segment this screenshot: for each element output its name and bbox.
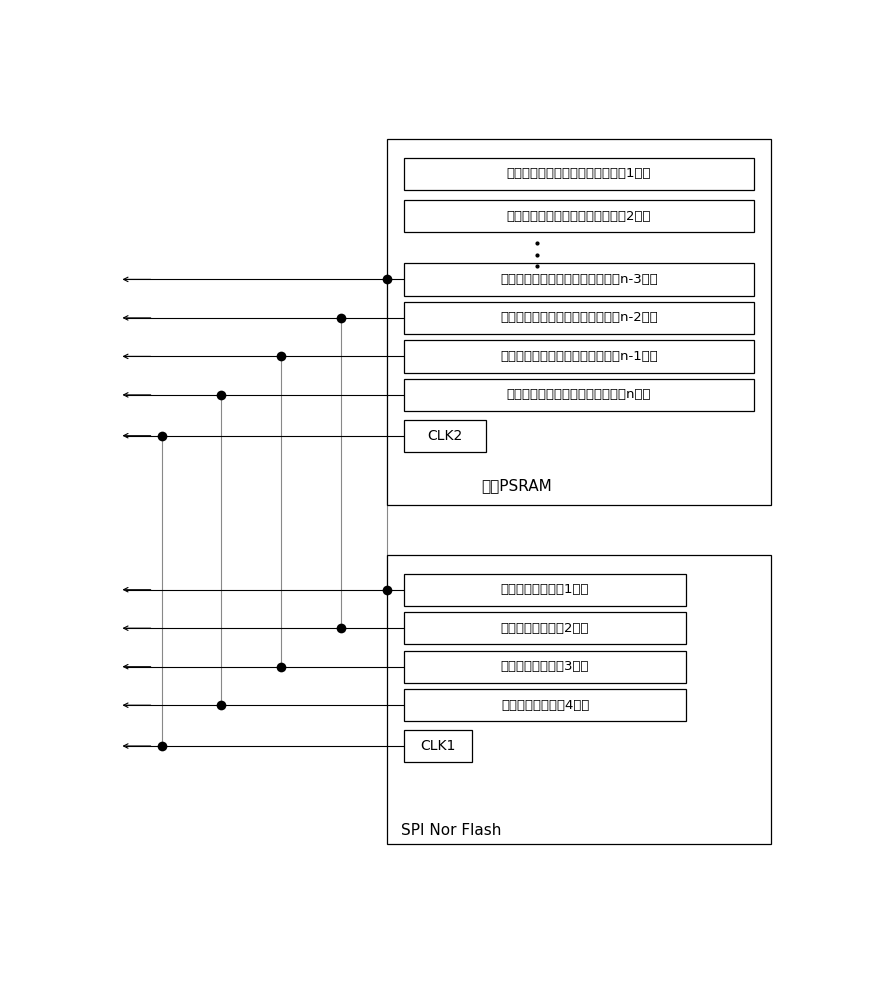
Text: 地址输入和数据输入输出管脚（第n位）: 地址输入和数据输入输出管脚（第n位） <box>507 388 651 401</box>
Bar <box>404 689 686 721</box>
Bar <box>404 302 753 334</box>
Text: 输入输出管脚（第3位）: 输入输出管脚（第3位） <box>500 660 590 673</box>
Bar <box>388 555 771 844</box>
Text: 地址输入和数据输入输出管脚（第n-2位）: 地址输入和数据输入输出管脚（第n-2位） <box>500 311 658 324</box>
Bar <box>404 263 753 296</box>
Bar <box>404 612 686 644</box>
Text: 输入输出管脚（第4位）: 输入输出管脚（第4位） <box>500 699 589 712</box>
Text: SPI Nor Flash: SPI Nor Flash <box>401 823 501 838</box>
Text: 输入输出管脚（第2位）: 输入输出管脚（第2位） <box>500 622 590 635</box>
Text: 地址输入和数据输入输出管脚（第1位）: 地址输入和数据输入输出管脚（第1位） <box>507 167 651 180</box>
Text: CLK1: CLK1 <box>421 739 456 753</box>
Bar <box>388 139 771 505</box>
Bar <box>404 574 686 606</box>
Text: 地址输入和数据输入输出管脚（第2位）: 地址输入和数据输入输出管脚（第2位） <box>507 210 651 223</box>
Bar <box>404 420 486 452</box>
Text: 地址输入和数据输入输出管脚（第n-1位）: 地址输入和数据输入输出管脚（第n-1位） <box>500 350 658 363</box>
Bar <box>404 379 753 411</box>
Text: CLK2: CLK2 <box>427 429 463 443</box>
Text: 地址输入和数据输入输出管脚（第n-3位）: 地址输入和数据输入输出管脚（第n-3位） <box>500 273 658 286</box>
Bar <box>404 340 753 373</box>
Bar <box>404 651 686 683</box>
Bar <box>404 200 753 232</box>
Bar <box>404 730 472 762</box>
Bar <box>404 158 753 190</box>
Text: 输入输出管脚（第1位）: 输入输出管脚（第1位） <box>500 583 590 596</box>
Text: 并行PSRAM: 并行PSRAM <box>481 478 551 493</box>
